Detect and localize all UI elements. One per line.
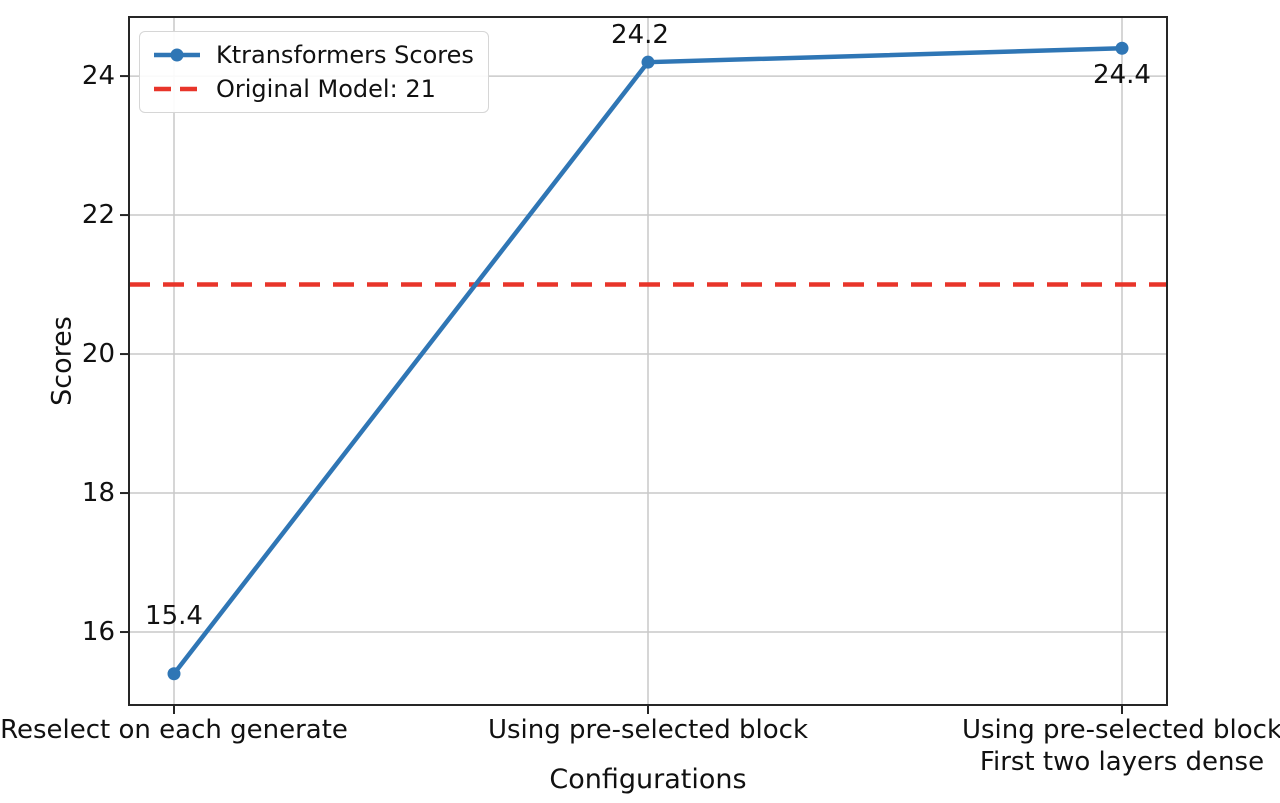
x-tick-label: Using pre-selected block First two layer… [961, 715, 1280, 777]
annotation-label: 24.4 [1093, 60, 1151, 91]
solid-line-marker-swatch [154, 48, 200, 62]
x-tick-label: Reselect on each generate [0, 715, 348, 745]
legend-item-reference: Original Model: 21 [152, 74, 474, 104]
legend-item-series: Ktransformers Scores [152, 40, 474, 70]
annotation-label: 15.4 [145, 600, 203, 631]
data-point [1115, 41, 1129, 55]
y-tick-label: 22 [81, 200, 115, 231]
legend-label-reference: Original Model: 21 [216, 75, 436, 103]
y-tick-label: 24 [81, 61, 115, 92]
y-axis-title: Scores [46, 316, 78, 406]
plot-area [120, 16, 1168, 714]
y-tick-label: 20 [81, 339, 115, 370]
x-tick-label: Using pre-selected block [487, 715, 809, 745]
dashed-line-swatch [154, 86, 200, 92]
x-axis-title: Configurations [549, 764, 747, 795]
y-tick-label: 16 [81, 617, 115, 648]
legend: Ktransformers Scores Original Model: 21 [139, 31, 489, 113]
legend-label-series: Ktransformers Scores [216, 41, 474, 69]
data-point [167, 667, 181, 681]
plot-border [128, 16, 1168, 706]
y-tick-label: 18 [81, 478, 115, 509]
annotation-label: 24.2 [611, 20, 669, 51]
data-point [641, 55, 655, 69]
